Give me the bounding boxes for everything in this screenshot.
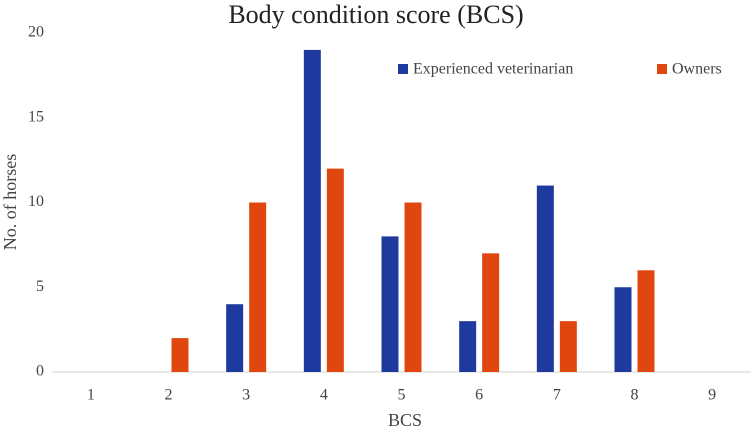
chart-title: Body condition score (BCS)	[228, 0, 523, 29]
y-tick-label: 20	[28, 24, 44, 41]
bar	[171, 338, 189, 372]
bar	[536, 185, 554, 372]
legend-swatch	[398, 64, 408, 74]
x-tick-label: 3	[242, 387, 250, 404]
x-tick-label: 1	[87, 387, 95, 404]
y-tick-label: 15	[28, 108, 44, 125]
bar	[559, 321, 577, 372]
x-tick-label: 9	[708, 387, 716, 404]
bar	[303, 49, 321, 372]
bar	[404, 202, 422, 372]
legend-label: Owners	[672, 61, 722, 78]
bar	[326, 168, 344, 372]
bar	[459, 321, 477, 372]
y-tick-label: 10	[28, 193, 44, 210]
x-tick-label: 7	[553, 387, 561, 404]
y-axis-title: No. of horses	[0, 154, 20, 251]
x-tick-label: 4	[320, 387, 328, 404]
bar	[614, 287, 632, 372]
legend-swatch	[657, 64, 667, 74]
bar	[637, 270, 655, 372]
x-tick-label: 6	[475, 387, 483, 404]
bar	[482, 253, 500, 372]
y-tick-label: 5	[36, 278, 44, 295]
y-tick-label: 0	[36, 363, 44, 380]
x-tick-label: 5	[398, 387, 406, 404]
x-axis-title: BCS	[388, 410, 422, 430]
bar	[381, 236, 399, 372]
x-tick-label: 2	[165, 387, 173, 404]
legend-label: Experienced veterinarian	[413, 61, 573, 78]
x-tick-label: 8	[631, 387, 639, 404]
bar	[249, 202, 267, 372]
bar	[226, 304, 244, 372]
